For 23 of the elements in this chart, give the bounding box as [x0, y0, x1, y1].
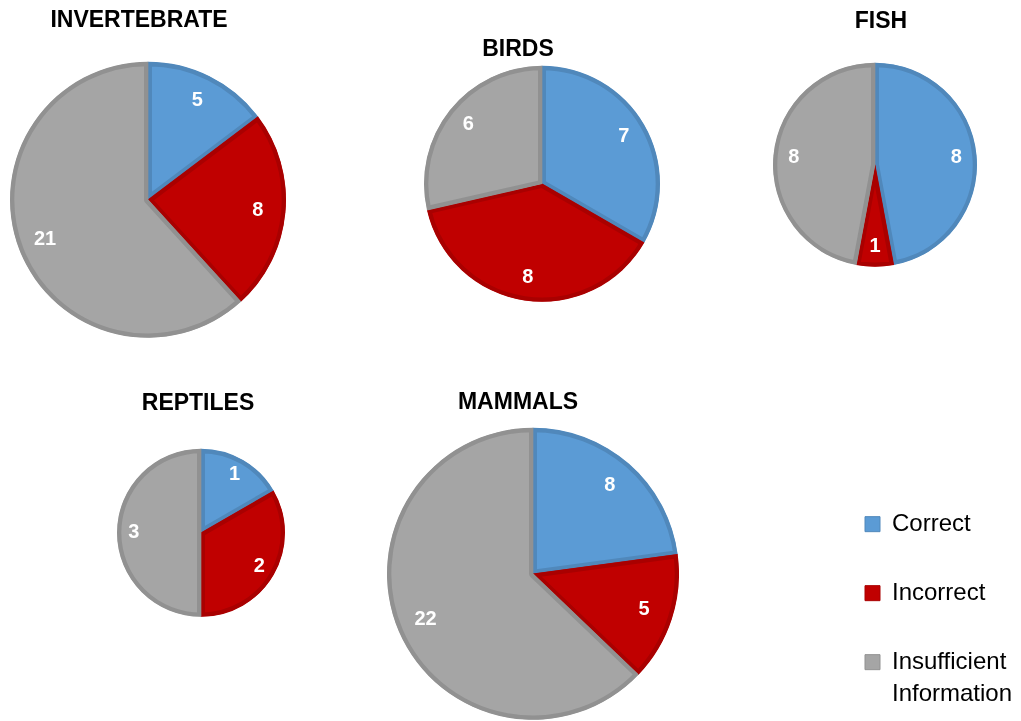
data-label: 2 [253, 553, 265, 576]
data-label: 7 [618, 124, 630, 147]
legend-label: Incorrect [892, 577, 986, 605]
data-label: 22 [414, 607, 437, 630]
chart-title: BIRDS [482, 35, 554, 62]
legend-label: Insufficient Information [892, 646, 1013, 706]
data-label: 6 [462, 112, 474, 135]
data-label: 1 [869, 233, 881, 256]
chart-title: FISH [854, 7, 908, 34]
data-label: 3 [128, 520, 140, 543]
data-label: 5 [638, 597, 650, 620]
data-label: 8 [604, 473, 616, 496]
data-label: 8 [522, 264, 534, 287]
chart-title: MAMMALS [457, 388, 579, 415]
data-label: 8 [788, 144, 800, 167]
data-label: 5 [191, 88, 203, 111]
legend-label: Correct [892, 508, 972, 536]
chart-title: INVERTEBRATE [50, 6, 228, 33]
data-label: 21 [33, 227, 57, 250]
data-label: 1 [229, 462, 241, 485]
chart-title: REPTILES [141, 389, 255, 416]
data-label: 8 [950, 144, 962, 167]
data-label: 8 [252, 197, 264, 220]
